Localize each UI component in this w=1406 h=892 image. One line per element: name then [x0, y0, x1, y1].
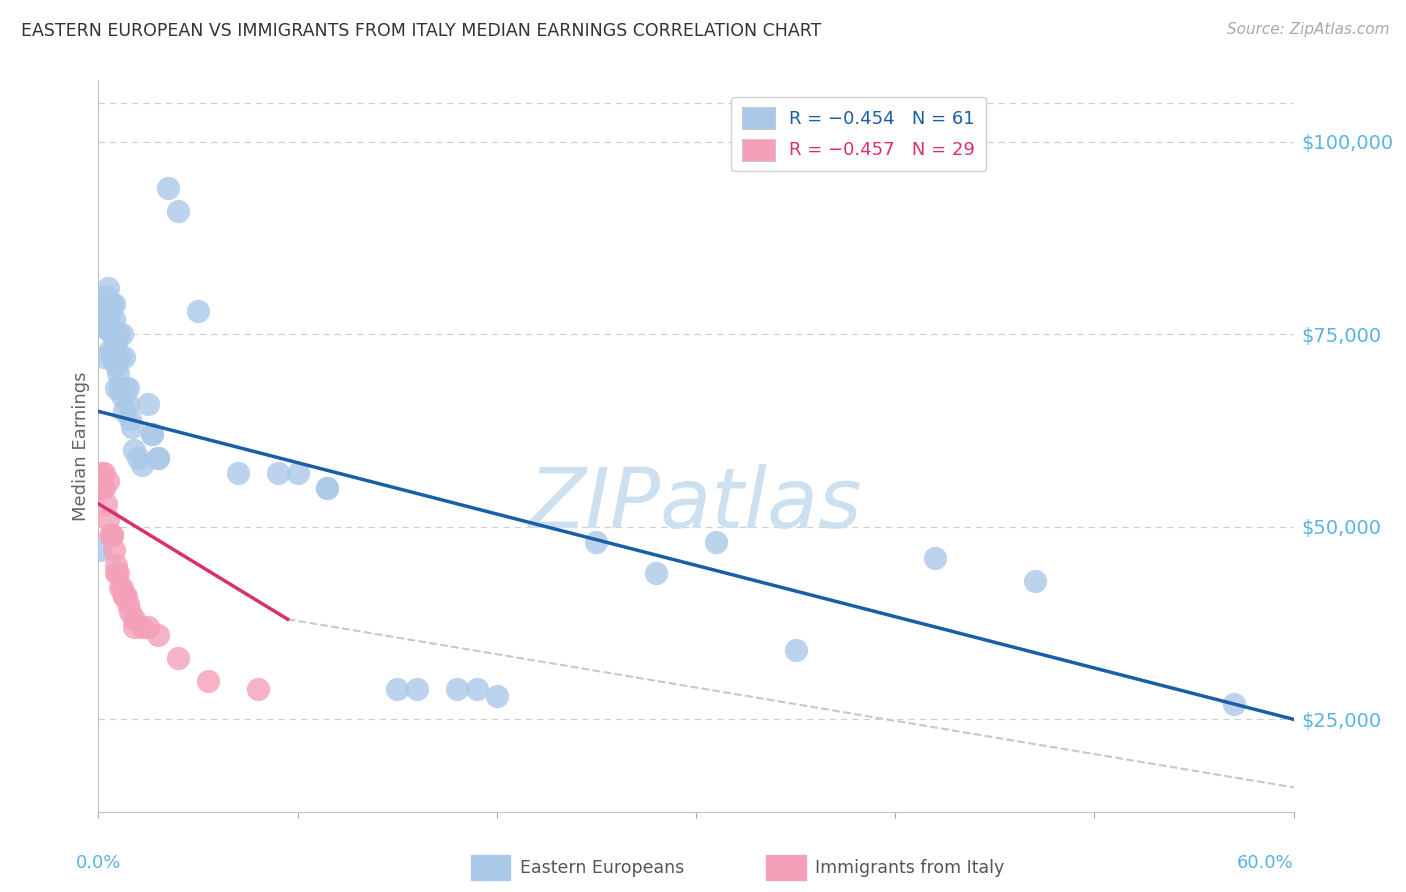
Point: [197, 673, 219, 688]
Point: [93, 481, 115, 495]
Point: [585, 535, 607, 549]
Point: [136, 397, 159, 411]
Point: [121, 419, 143, 434]
Point: [112, 404, 135, 418]
Point: [117, 381, 139, 395]
Point: [101, 527, 124, 541]
Point: [267, 466, 290, 480]
Point: [465, 681, 488, 696]
Point: [924, 550, 946, 565]
Point: [97, 312, 120, 326]
Point: [96, 289, 118, 303]
Point: [1024, 574, 1046, 588]
Point: [105, 358, 128, 372]
Point: [103, 351, 125, 365]
Point: [110, 582, 132, 596]
Point: [101, 327, 124, 342]
Text: ZIPatlas: ZIPatlas: [529, 464, 863, 545]
Point: [103, 296, 125, 310]
Point: [100, 304, 122, 318]
Point: [141, 427, 163, 442]
Point: [115, 589, 138, 603]
Point: [111, 327, 134, 342]
Text: Immigrants from Italy: Immigrants from Italy: [815, 859, 1005, 877]
Point: [112, 589, 135, 603]
Point: [385, 681, 409, 696]
Y-axis label: Median Earnings: Median Earnings: [72, 371, 90, 521]
Point: [100, 343, 122, 357]
Point: [131, 620, 153, 634]
Point: [157, 181, 180, 195]
Point: [91, 481, 114, 495]
Point: [485, 690, 508, 704]
Point: [107, 327, 129, 342]
Point: [103, 312, 125, 326]
Point: [103, 543, 125, 558]
Point: [112, 351, 135, 365]
Point: [704, 535, 727, 549]
Text: Eastern Europeans: Eastern Europeans: [520, 859, 685, 877]
Text: EASTERN EUROPEAN VS IMMIGRANTS FROM ITALY MEDIAN EARNINGS CORRELATION CHART: EASTERN EUROPEAN VS IMMIGRANTS FROM ITAL…: [21, 22, 821, 40]
Point: [148, 450, 170, 465]
Point: [124, 612, 146, 626]
Point: [93, 319, 115, 334]
Text: Source: ZipAtlas.com: Source: ZipAtlas.com: [1226, 22, 1389, 37]
Point: [105, 381, 128, 395]
Point: [167, 204, 190, 219]
Point: [91, 466, 114, 480]
Point: [124, 442, 146, 457]
Point: [316, 481, 339, 495]
Point: [100, 527, 122, 541]
Point: [105, 334, 128, 349]
Point: [167, 650, 190, 665]
Point: [785, 643, 807, 657]
Point: [115, 381, 138, 395]
Point: [131, 458, 153, 473]
Point: [446, 681, 468, 696]
Point: [107, 566, 129, 580]
Point: [101, 527, 124, 541]
Point: [148, 627, 170, 641]
Point: [89, 543, 111, 558]
Legend: R = −0.454   N = 61, R = −0.457   N = 29: R = −0.454 N = 61, R = −0.457 N = 29: [731, 96, 986, 171]
Point: [96, 497, 118, 511]
Point: [97, 474, 120, 488]
Point: [127, 450, 149, 465]
Point: [111, 582, 134, 596]
Point: [93, 351, 115, 365]
Point: [97, 281, 120, 295]
Point: [105, 558, 128, 573]
Point: [117, 397, 139, 411]
Point: [97, 304, 120, 318]
Point: [406, 681, 429, 696]
Point: [111, 389, 134, 403]
Point: [105, 566, 128, 580]
Point: [136, 620, 159, 634]
Point: [101, 351, 124, 365]
Point: [316, 481, 339, 495]
Point: [117, 597, 139, 611]
Point: [226, 466, 249, 480]
Point: [93, 319, 115, 334]
Text: 60.0%: 60.0%: [1237, 854, 1294, 872]
Point: [107, 366, 129, 380]
Point: [110, 351, 132, 365]
Point: [101, 296, 124, 310]
Point: [124, 620, 146, 634]
Point: [645, 566, 668, 580]
Text: 0.0%: 0.0%: [76, 854, 121, 872]
Point: [112, 589, 135, 603]
Point: [141, 427, 163, 442]
Point: [110, 381, 132, 395]
Point: [187, 304, 209, 318]
Point: [246, 681, 269, 696]
Point: [96, 296, 118, 310]
Point: [120, 605, 142, 619]
Point: [120, 412, 142, 426]
Point: [93, 466, 115, 480]
Point: [148, 450, 170, 465]
Point: [1222, 697, 1246, 711]
Point: [97, 512, 120, 526]
Point: [287, 466, 309, 480]
